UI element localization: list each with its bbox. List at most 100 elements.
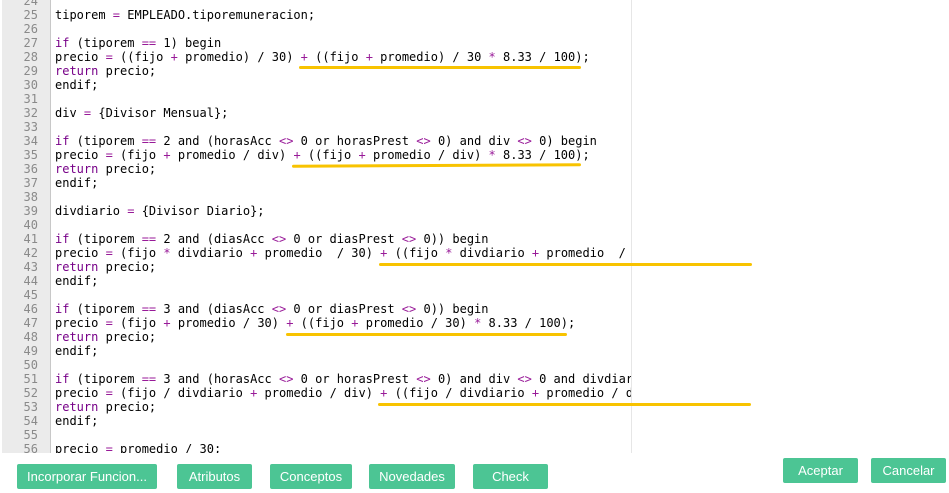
code-line[interactable]: 44 endif; — [2, 274, 99, 288]
keyword-token: return — [55, 400, 99, 414]
code-line[interactable]: 41 if (tiporem == 2 and (diasAcc <> 0 or … — [2, 232, 489, 246]
code-line[interactable]: 38 — [2, 190, 38, 204]
operator-token: * — [474, 316, 482, 330]
code-line[interactable]: 39 divdiario = {Divisor Diario}; — [2, 204, 265, 218]
code-line[interactable]: 30 endif; — [2, 78, 99, 92]
incorporar-funcion-button[interactable]: Incorporar Funcion... — [17, 464, 157, 489]
operator-token: <> — [416, 372, 431, 386]
code-line[interactable]: 35 precio = (fijo + promedio / div) + ((f… — [2, 148, 590, 162]
code-line[interactable]: 33 — [2, 120, 38, 134]
conceptos-button[interactable]: Conceptos — [270, 464, 352, 489]
operator-token: + — [351, 316, 359, 330]
line-number: 50 — [23, 358, 38, 372]
code-text: if (tiporem == 3 and (diasAcc <> 0 or di… — [55, 302, 489, 316]
code-line[interactable]: 40 — [2, 218, 38, 232]
code-line[interactable]: 47 precio = (fijo + promedio / 30) + ((fi… — [2, 316, 576, 330]
code-text: endif; — [55, 274, 99, 288]
cancelar-button[interactable]: Cancelar — [871, 458, 946, 483]
line-number: 53 — [23, 400, 38, 414]
code-line[interactable]: 34 if (tiporem == 2 and (horasAcc <> 0 or… — [2, 134, 597, 148]
aceptar-button[interactable]: Aceptar — [783, 458, 858, 483]
code-text: if (tiporem == 2 and (diasAcc <> 0 or di… — [55, 232, 489, 246]
code-line[interactable]: 26 — [2, 22, 38, 36]
code-line[interactable]: 42 precio = (fijo * divdiario + promedio … — [2, 246, 626, 260]
operator-token: <> — [416, 134, 431, 148]
line-number: 31 — [23, 92, 38, 106]
code-line[interactable]: 50 — [2, 358, 38, 372]
operator-token: * — [163, 246, 171, 260]
line-number: 33 — [23, 120, 38, 134]
line-number: 47 — [23, 316, 38, 330]
operator-token: = — [105, 148, 113, 162]
code-line[interactable]: 48 return precio; — [2, 330, 157, 344]
line-number: 27 — [23, 36, 38, 50]
line-number: 40 — [23, 218, 38, 232]
code-line[interactable]: 24 — [2, 0, 38, 8]
code-line[interactable]: 45 — [2, 288, 38, 302]
operator-token: <> — [278, 134, 294, 148]
line-number: 44 — [23, 274, 38, 288]
line-number: 48 — [23, 330, 38, 344]
operator-token: * — [488, 148, 496, 162]
line-number: 56 — [23, 442, 38, 453]
line-number: 45 — [23, 288, 38, 302]
code-lines[interactable]: 24 25 tiporem = EMPLEADO.tiporemuneracion;… — [2, 0, 632, 453]
code-text: return precio; — [55, 260, 157, 274]
operator-token: + — [163, 148, 171, 162]
code-line[interactable]: 37 endif; — [2, 176, 99, 190]
line-number: 26 — [23, 22, 38, 36]
operator-token: + — [250, 386, 258, 400]
code-line[interactable]: 46 if (tiporem == 3 and (diasAcc <> 0 or … — [2, 302, 489, 316]
line-number: 36 — [23, 162, 38, 176]
print-margin — [631, 0, 632, 453]
code-text: endif; — [55, 344, 99, 358]
code-line[interactable]: 27 if (tiporem == 1) begin — [2, 36, 222, 50]
code-line[interactable]: 53 return precio; — [2, 400, 157, 414]
operator-token: <> — [401, 302, 417, 316]
code-line[interactable]: 28 precio = ((fijo + promedio) / 30) + ((… — [2, 50, 590, 64]
code-line[interactable]: 54 endif; — [2, 414, 99, 428]
line-number: 49 — [23, 344, 38, 358]
operator-token: + — [380, 246, 388, 260]
operator-token: + — [250, 246, 258, 260]
code-text: tiporem = EMPLEADO.tiporemuneracion; — [55, 8, 316, 22]
code-line[interactable]: 29 return precio; — [2, 64, 157, 78]
code-text: precio = (fijo + promedio / div) + ((fij… — [55, 148, 590, 162]
code-editor[interactable]: 24 25 tiporem = EMPLEADO.tiporemuneracion;… — [2, 0, 632, 453]
line-number: 34 — [23, 134, 38, 148]
operator-token: == — [141, 372, 157, 386]
operator-token: + — [365, 50, 373, 64]
line-number: 25 — [23, 8, 38, 22]
code-line[interactable]: 55 — [2, 428, 38, 442]
keyword-token: return — [55, 330, 99, 344]
operator-token: + — [170, 50, 178, 64]
line-number: 30 — [23, 78, 38, 92]
code-line[interactable]: 43 return precio; — [2, 260, 157, 274]
operator-token: <> — [278, 372, 294, 386]
line-number-gutter — [2, 0, 51, 453]
operator-token: * — [488, 50, 496, 64]
code-line[interactable]: 25 tiporem = EMPLEADO.tiporemuneracion; — [2, 8, 316, 22]
operator-token: <> — [271, 232, 287, 246]
code-line[interactable]: 32 div = {Divisor Mensual}; — [2, 106, 229, 120]
code-line[interactable]: 31 — [2, 92, 38, 106]
code-line[interactable]: 51 if (tiporem == 3 and (horasAcc <> 0 or… — [2, 372, 632, 386]
atributos-button[interactable]: Atributos — [177, 464, 252, 489]
operator-token: + — [286, 316, 294, 330]
code-line[interactable]: 52 precio = (fijo / divdiario + promedio … — [2, 386, 632, 400]
operator-token: = — [105, 386, 113, 400]
code-text: if (tiporem == 1) begin — [55, 36, 222, 50]
operator-token: + — [380, 386, 388, 400]
novedades-button[interactable]: Novedades — [369, 464, 455, 489]
line-number: 42 — [23, 246, 38, 260]
keyword-token: if — [55, 302, 70, 316]
code-line[interactable]: 49 endif; — [2, 344, 99, 358]
highlight-underline — [378, 403, 751, 406]
check-button[interactable]: Check — [473, 464, 548, 489]
code-line[interactable]: 56 precio = promedio / 30; — [2, 442, 222, 453]
line-number: 54 — [23, 414, 38, 428]
operator-token: <> — [517, 134, 532, 148]
code-line[interactable]: 36 return precio; — [2, 162, 157, 176]
line-number: 29 — [23, 64, 38, 78]
operator-token: = — [127, 204, 135, 218]
